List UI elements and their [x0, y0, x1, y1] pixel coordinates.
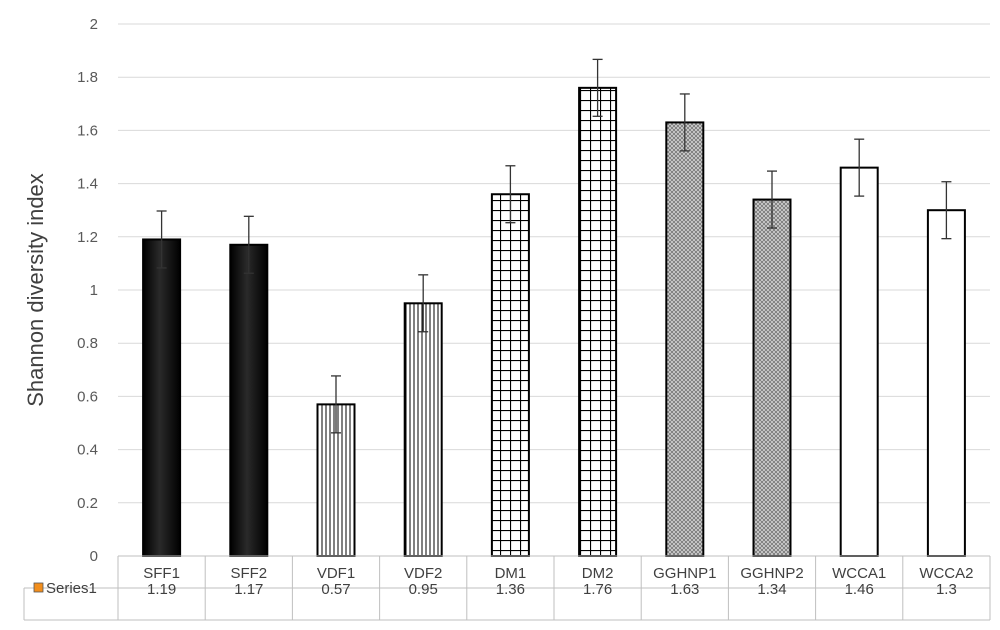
- bar-dm2: [578, 86, 618, 557]
- category-label: WCCA1: [832, 565, 886, 582]
- bar-sff2: [229, 243, 269, 557]
- category-label: GGHNP1: [653, 565, 716, 582]
- y-tick-label: 2: [90, 16, 98, 33]
- category-label: DM1: [495, 565, 527, 582]
- bar-sff1: [142, 238, 182, 558]
- y-axis-ticks: 0 0.2 0.4 0.6 0.8 1 1.2 1.4 1.6 1.8 2: [77, 16, 98, 565]
- data-value-label: 1.76: [583, 581, 612, 598]
- y-tick-label: 0.6: [77, 388, 98, 405]
- y-axis-label: Shannon diversity index: [23, 173, 48, 407]
- category-label: VDF1: [317, 565, 355, 582]
- y-tick-label: 1.8: [77, 69, 98, 86]
- bar-dm1: [490, 193, 530, 558]
- data-value-label: 1.36: [496, 581, 525, 598]
- y-tick-label: 0.4: [77, 442, 98, 459]
- data-table: SFF1 SFF2 VDF1 VDF2 DM1 DM2 GGHNP1 GGHNP2 WCCA1 W…: [23, 555, 991, 621]
- y-tick-label: 0: [90, 548, 98, 565]
- data-value-label: 0.95: [409, 581, 438, 598]
- data-value-label: 1.34: [757, 581, 786, 598]
- y-tick-label: 0.8: [77, 335, 98, 352]
- data-value-label: 1.46: [845, 581, 874, 598]
- data-value-label: 1.63: [670, 581, 699, 598]
- bars: [142, 86, 966, 558]
- bar-wcca2: [926, 209, 966, 557]
- data-value-label: 1.19: [147, 581, 176, 598]
- bar-gghnp1: [665, 121, 705, 557]
- y-tick-label: 0.2: [77, 495, 98, 512]
- error-bars: [156, 58, 952, 434]
- category-label: WCCA2: [919, 565, 973, 582]
- y-tick-label: 1: [90, 282, 98, 299]
- data-value-label: 0.57: [321, 581, 350, 598]
- category-label: SFF1: [143, 565, 180, 582]
- category-label: SFF2: [230, 565, 267, 582]
- category-label: DM2: [582, 565, 614, 582]
- y-tick-label: 1.2: [77, 229, 98, 246]
- bar-gghnp2: [752, 198, 792, 557]
- series-name: Series1: [46, 580, 97, 597]
- y-tick-label: 1.4: [77, 176, 98, 193]
- category-label: VDF2: [404, 565, 442, 582]
- category-label: GGHNP2: [740, 565, 803, 582]
- bar-wcca1: [839, 166, 879, 557]
- y-tick-label: 1.6: [77, 122, 98, 139]
- legend-swatch: [33, 582, 44, 593]
- bar-vdf2: [403, 302, 443, 557]
- data-value-label: 1.17: [234, 581, 263, 598]
- data-value-label: 1.3: [936, 581, 957, 598]
